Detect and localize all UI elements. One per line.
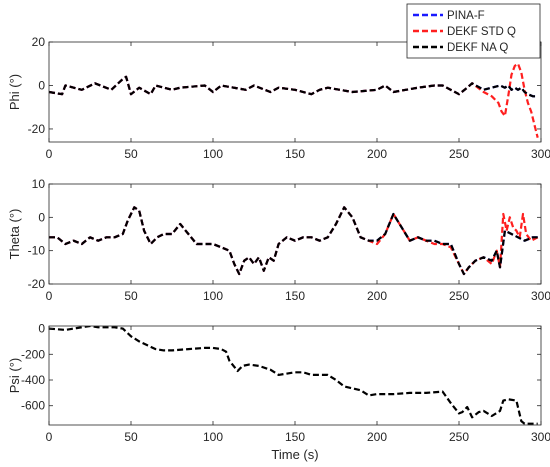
phi-x-tick-label: 100 xyxy=(203,147,223,161)
legend-label-2: DEKF STD Q xyxy=(447,26,516,38)
psi-x-tick-label: 50 xyxy=(124,430,138,444)
phi-x-tick-label: 300 xyxy=(531,147,550,161)
psi-axes-box xyxy=(48,325,542,426)
theta-x-tick-label: 150 xyxy=(285,289,305,303)
psi-x-tick-label: 0 xyxy=(46,430,53,444)
phi-x-tick-label: 150 xyxy=(285,147,305,161)
psi-y-tick-label: -600 xyxy=(21,399,45,413)
theta-x-tick-label: 200 xyxy=(367,289,387,303)
theta-y-tick-label: 0 xyxy=(38,210,45,224)
series-group-theta xyxy=(49,206,539,276)
legend-label-1: PINA-F xyxy=(447,10,485,22)
psi-x-tick-label: 300 xyxy=(531,430,550,444)
psi-y-tick-label: 0 xyxy=(38,322,45,336)
phi-series-2 xyxy=(49,62,539,138)
panel-psi: 0 50 100 150 200 250 300 0 -200 -400 -600 Psi (°) Ti… xyxy=(7,322,550,462)
psi-x-tick-label: 100 xyxy=(203,430,223,444)
psi-x-tick-label: 250 xyxy=(449,430,469,444)
theta-x-tick-label: 300 xyxy=(531,289,550,303)
phi-y-tick-label: 0 xyxy=(38,78,45,92)
theta-y-tick-label: 10 xyxy=(32,177,46,191)
theta-x-tick-label: 50 xyxy=(124,289,138,303)
psi-x-tick-label: 150 xyxy=(285,430,305,444)
phi-x-tick-label: 0 xyxy=(46,147,53,161)
legend-box xyxy=(406,3,541,59)
phi-series-3 xyxy=(49,75,538,98)
psi-series-1 xyxy=(49,326,538,425)
theta-y-tick-label: -20 xyxy=(28,277,46,291)
phi-y-tick-label: 20 xyxy=(32,35,46,49)
phi-x-tick-label: 200 xyxy=(367,147,387,161)
phi-y-tick-label: -20 xyxy=(28,122,46,136)
series-group-phi xyxy=(49,62,539,138)
series-group-psi xyxy=(49,326,538,425)
phi-x-tick-label: 50 xyxy=(124,147,138,161)
legend: PINA-F DEKF STD Q DEKF NA Q xyxy=(406,3,541,59)
theta-x-tick-label: 100 xyxy=(203,289,223,303)
theta-x-tick-label: 250 xyxy=(449,289,469,303)
theta-y-tick-label: -10 xyxy=(28,244,46,258)
legend-label-3: DEKF NA Q xyxy=(447,42,508,54)
theta-series-3 xyxy=(49,206,538,276)
theta-y-axis-label: Theta (°) xyxy=(7,209,22,260)
phi-x-tick-label: 250 xyxy=(449,147,469,161)
psi-y-tick-label: -200 xyxy=(21,347,45,361)
x-axis-label: Time (s) xyxy=(271,447,318,462)
theta-x-tick-label: 0 xyxy=(46,289,53,303)
psi-y-axis-label: Psi (°) xyxy=(7,358,22,394)
phi-y-axis-label: Phi (°) xyxy=(7,74,22,110)
psi-y-tick-label: -400 xyxy=(21,373,45,387)
psi-x-tick-label: 200 xyxy=(367,430,387,444)
